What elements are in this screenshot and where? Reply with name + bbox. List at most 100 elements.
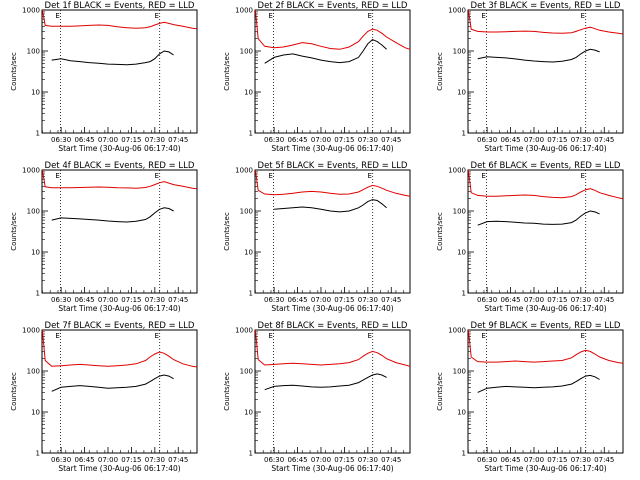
series-lld-line <box>254 329 411 367</box>
x-axis-label: Start Time (30-Aug-06 06:17:40) <box>271 144 393 153</box>
series-lld-line <box>41 9 198 30</box>
x-tick-label: 06:30 <box>264 136 284 144</box>
panel-det-5: Det 5f BLACK = Events, RED = LLD 1 10 100 10… <box>223 161 411 313</box>
x-tick-label: 07:00 <box>524 456 544 464</box>
y-tick-label: 100 <box>453 208 466 216</box>
x-tick-label: 07:45 <box>594 296 614 304</box>
x-tick-label: 07:30 <box>571 456 591 464</box>
x-tick-label: 07:00 <box>311 296 331 304</box>
y-axis-label: Counts/sec <box>436 212 444 251</box>
y-tick-label: 10 <box>457 89 466 97</box>
x-tick-label: 07:30 <box>358 456 378 464</box>
series-events-line <box>51 207 174 223</box>
series-lld-line <box>254 9 411 50</box>
x-axis-label: Start Time (30-Aug-06 06:17:40) <box>271 304 393 313</box>
x-tick-label: 06:45 <box>500 136 520 144</box>
marker-label: E <box>481 172 485 180</box>
x-tick-label: 07:30 <box>358 136 378 144</box>
x-tick-label: 07:45 <box>168 296 188 304</box>
panel-det-4: Det 4f BLACK = Events, RED = LLD 1 10 100 10… <box>10 161 198 313</box>
y-tick-label: 1000 <box>448 167 466 175</box>
x-tick-label: 07:00 <box>98 136 118 144</box>
panel-det-1: Det 1f BLACK = Events, RED = LLD 1 10 100 10… <box>10 1 198 153</box>
x-tick-label: 07:00 <box>311 456 331 464</box>
series-events-line <box>477 210 600 226</box>
x-tick-label: 07:15 <box>334 456 354 464</box>
x-axis-label: Start Time (30-Aug-06 06:17:40) <box>58 464 180 473</box>
y-tick-label: 10 <box>457 249 466 257</box>
x-tick-label: 06:45 <box>287 136 307 144</box>
series-lld-line <box>41 169 198 190</box>
panel-det-8: Det 8f BLACK = Events, RED = LLD 1 10 100 10… <box>223 321 411 473</box>
panel-title: Det 8f BLACK = Events, RED = LLD <box>258 321 408 331</box>
x-axis-label: Start Time (30-Aug-06 06:17:40) <box>58 144 180 153</box>
y-tick-label: 1 <box>249 290 253 298</box>
x-tick-label: 07:45 <box>594 136 614 144</box>
x-tick-label: 06:30 <box>264 456 284 464</box>
x-axis-label: Start Time (30-Aug-06 06:17:40) <box>484 464 606 473</box>
marker-label: E <box>580 332 584 340</box>
y-tick-label: 100 <box>240 208 253 216</box>
plot-frame <box>41 329 198 454</box>
x-tick-label: 07:45 <box>381 296 401 304</box>
marker-label: E <box>367 172 371 180</box>
x-tick-label: 06:45 <box>500 456 520 464</box>
x-tick-label: 06:30 <box>51 136 71 144</box>
x-tick-label: 07:00 <box>98 456 118 464</box>
y-axis-label: Counts/sec <box>10 52 18 91</box>
y-tick-label: 100 <box>27 368 40 376</box>
x-tick-label: 06:30 <box>477 456 497 464</box>
x-tick-label: 07:15 <box>334 136 354 144</box>
y-tick-label: 1000 <box>448 7 466 15</box>
y-tick-label: 1 <box>36 450 40 458</box>
x-tick-label: 06:45 <box>74 296 94 304</box>
x-axis-label: Start Time (30-Aug-06 06:17:40) <box>484 304 606 313</box>
marker-label: E <box>268 12 272 20</box>
panel-title: Det 3f BLACK = Events, RED = LLD <box>471 1 621 11</box>
y-tick-label: 1000 <box>235 327 253 335</box>
y-tick-label: 1 <box>462 290 466 298</box>
series-events-line <box>264 373 387 391</box>
x-tick-label: 06:45 <box>287 296 307 304</box>
marker-label: E <box>55 12 59 20</box>
y-tick-label: 10 <box>31 249 40 257</box>
y-tick-label: 100 <box>453 48 466 56</box>
y-axis-label: Counts/sec <box>223 212 231 251</box>
marker-label: E <box>367 332 371 340</box>
marker-label: E <box>580 172 584 180</box>
x-tick-label: 06:45 <box>74 136 94 144</box>
plot-frame <box>41 9 198 134</box>
y-tick-label: 10 <box>244 89 253 97</box>
y-axis-label: Counts/sec <box>223 52 231 91</box>
y-tick-label: 100 <box>240 48 253 56</box>
marker-label: E <box>481 12 485 20</box>
x-tick-label: 07:45 <box>168 136 188 144</box>
x-tick-label: 07:45 <box>594 456 614 464</box>
y-tick-label: 100 <box>240 368 253 376</box>
y-tick-label: 1 <box>36 290 40 298</box>
y-tick-label: 100 <box>27 208 40 216</box>
x-tick-label: 07:00 <box>524 136 544 144</box>
x-tick-label: 07:15 <box>121 456 141 464</box>
x-axis-label: Start Time (30-Aug-06 06:17:40) <box>271 464 393 473</box>
x-tick-label: 06:45 <box>287 456 307 464</box>
y-tick-label: 1000 <box>235 167 253 175</box>
x-tick-label: 07:45 <box>381 456 401 464</box>
marker-label: E <box>154 12 158 20</box>
plot-frame <box>467 329 624 454</box>
x-tick-label: 07:45 <box>381 136 401 144</box>
x-axis-label: Start Time (30-Aug-06 06:17:40) <box>484 144 606 153</box>
x-tick-label: 07:45 <box>168 456 188 464</box>
x-tick-label: 07:30 <box>145 296 165 304</box>
x-tick-label: 06:30 <box>51 456 71 464</box>
panel-title: Det 6f BLACK = Events, RED = LLD <box>471 161 621 171</box>
y-tick-label: 1 <box>462 450 466 458</box>
x-tick-label: 07:15 <box>334 296 354 304</box>
series-events-line <box>477 48 600 63</box>
plot-frame <box>467 169 624 294</box>
series-events-line <box>51 50 174 66</box>
panel-title: Det 9f BLACK = Events, RED = LLD <box>471 321 621 331</box>
y-axis-label: Counts/sec <box>436 52 444 91</box>
y-tick-label: 100 <box>27 48 40 56</box>
